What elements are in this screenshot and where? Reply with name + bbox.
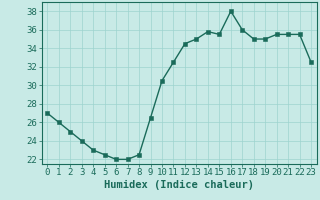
X-axis label: Humidex (Indice chaleur): Humidex (Indice chaleur) — [104, 180, 254, 190]
